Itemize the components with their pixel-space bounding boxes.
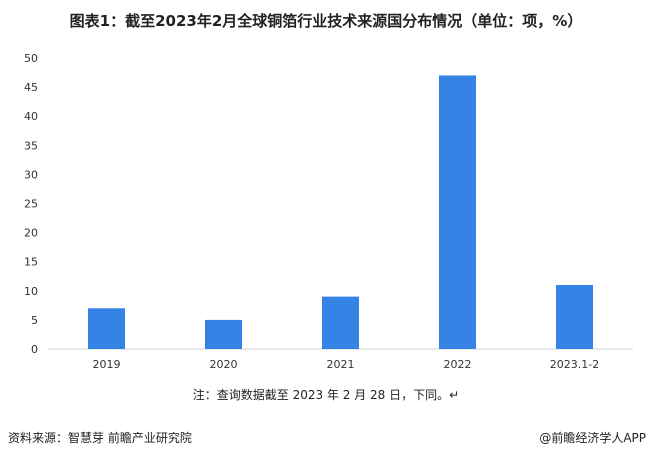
bar-2020: [205, 319, 242, 349]
bar-2023.1-2: [556, 284, 593, 349]
bar-2022: [439, 75, 476, 350]
y-tick-label: 25: [24, 198, 38, 211]
bar-2019: [88, 308, 125, 349]
y-tick-label: 40: [24, 110, 38, 123]
chart-title: 图表1：截至2023年2月全球铜箔行业技术来源国分布情况（单位：项，%）: [69, 12, 583, 30]
x-tick-label: 2023.1-2: [550, 358, 599, 371]
y-tick-label: 0: [31, 343, 38, 356]
y-tick-label: 10: [24, 285, 38, 298]
bar-chart: 0 5 10 15 20 25 30 35 40 45 50 2019 2020 2021 2022 2023…: [24, 52, 633, 371]
x-tick-label: 2022: [444, 358, 472, 371]
brand-text: @前瞻经济学人APP: [539, 431, 646, 445]
y-tick-label: 50: [24, 52, 38, 65]
y-tick-label: 5: [31, 314, 38, 327]
x-tick-label: 2020: [210, 358, 238, 371]
y-tick-label: 35: [24, 139, 38, 152]
x-tick-label: 2019: [93, 358, 121, 371]
chart-note: 注：查询数据截至 2023 年 2 月 28 日，下同。↵: [192, 388, 460, 402]
y-tick-label: 15: [24, 256, 38, 269]
bar-2021: [322, 296, 359, 349]
y-tick-label: 30: [24, 168, 38, 181]
source-text: 资料来源：智慧芽 前瞻产业研究院: [8, 431, 192, 445]
y-tick-label: 45: [24, 81, 38, 94]
y-tick-label: 20: [24, 227, 38, 240]
x-tick-label: 2021: [327, 358, 355, 371]
